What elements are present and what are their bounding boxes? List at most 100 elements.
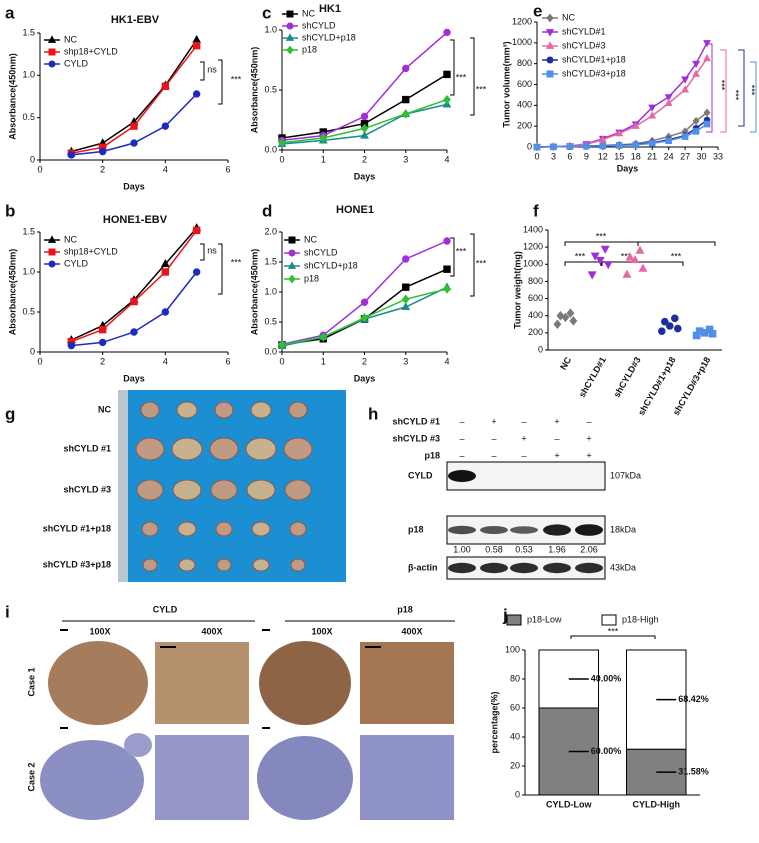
y-tick-label: 0.5 bbox=[264, 316, 277, 326]
y-tick-label: 400 bbox=[517, 100, 532, 110]
marker bbox=[595, 256, 605, 265]
tumor bbox=[289, 521, 307, 537]
blot-band bbox=[575, 524, 603, 536]
annotation: *** bbox=[456, 72, 467, 82]
ratio-label: 0.58 bbox=[485, 544, 503, 554]
tumor bbox=[209, 437, 239, 461]
tumor bbox=[136, 479, 164, 501]
tissue-image bbox=[48, 641, 148, 725]
marker bbox=[360, 130, 369, 139]
y-tick-label: 800 bbox=[528, 276, 543, 286]
y-tick-label: 100 bbox=[505, 644, 520, 654]
tissue-image bbox=[360, 642, 454, 724]
y-tick-label: 60 bbox=[510, 702, 520, 712]
marker bbox=[192, 42, 201, 50]
legend-label: p18 bbox=[302, 44, 317, 54]
legend-label: CYLD bbox=[64, 258, 89, 268]
marker bbox=[48, 248, 56, 256]
row-label: shCYLD #3+p18 bbox=[43, 559, 111, 569]
marker bbox=[569, 316, 578, 326]
x-tick-label: 30 bbox=[697, 151, 707, 161]
y-tick-label: 0.5 bbox=[22, 112, 35, 122]
treatment-sign: + bbox=[491, 416, 496, 426]
marker bbox=[545, 41, 555, 49]
legend-label: shCYLD#1 bbox=[562, 26, 606, 36]
x-tick-label: CYLD-High bbox=[633, 799, 681, 809]
marker bbox=[648, 140, 656, 147]
y-tick-label: 0 bbox=[527, 141, 532, 151]
marker bbox=[600, 245, 610, 254]
x-axis-label: Days bbox=[354, 373, 376, 383]
y-tick-label: 1.5 bbox=[22, 226, 35, 236]
tumor bbox=[176, 401, 198, 419]
marker bbox=[161, 122, 170, 130]
tissue-image bbox=[155, 642, 249, 724]
tissue-image bbox=[360, 735, 454, 820]
marker bbox=[443, 28, 451, 37]
marker bbox=[583, 142, 590, 150]
marker bbox=[285, 33, 295, 41]
marker bbox=[130, 328, 138, 336]
blot-band bbox=[480, 526, 508, 534]
marker bbox=[288, 274, 296, 284]
tissue-image bbox=[155, 735, 249, 820]
marker bbox=[130, 122, 138, 130]
panel-label: g bbox=[5, 404, 15, 423]
x-tick-label: CYLD-Low bbox=[546, 799, 592, 809]
y-tick-label: 0 bbox=[30, 154, 35, 164]
x-tick-label: 4 bbox=[163, 356, 168, 366]
tissue-image bbox=[124, 733, 152, 757]
stain-label: p18 bbox=[397, 604, 413, 614]
marker bbox=[443, 265, 451, 273]
marker bbox=[566, 143, 574, 150]
x-tick-label: 1 bbox=[321, 356, 326, 366]
marker bbox=[546, 70, 554, 78]
y-tick-label: 0.5 bbox=[22, 306, 35, 316]
marker bbox=[48, 48, 56, 56]
marker bbox=[692, 116, 700, 126]
ratio-label: 2.06 bbox=[580, 544, 598, 554]
magnification-label: 100X bbox=[89, 626, 110, 636]
x-tick-label: 3 bbox=[403, 154, 408, 164]
y-axis-label: percentage(%) bbox=[489, 691, 499, 753]
marker bbox=[631, 121, 640, 129]
treatment-sign: + bbox=[586, 433, 591, 443]
x-axis-label: Days bbox=[617, 163, 639, 173]
legend-label: shCYLD#3 bbox=[562, 40, 606, 50]
blot-band bbox=[480, 562, 508, 574]
treatment-sign: – bbox=[586, 416, 591, 426]
annotation: *** bbox=[476, 258, 487, 268]
case-label: Case 2 bbox=[26, 762, 36, 791]
significance-bracket bbox=[450, 39, 455, 96]
marker bbox=[625, 252, 635, 261]
significance-bracket bbox=[470, 233, 475, 297]
marker bbox=[622, 269, 632, 278]
marker bbox=[287, 261, 297, 269]
blot-label: CYLD bbox=[408, 470, 433, 480]
ihc-images: CYLD p18 100X 400X 100X 400X Case 1 Case… bbox=[26, 604, 455, 820]
marker bbox=[603, 261, 613, 270]
marker bbox=[674, 324, 682, 333]
x-tick-label: 6 bbox=[225, 164, 230, 174]
legend-label: p18-Low bbox=[527, 614, 562, 624]
marker bbox=[661, 317, 669, 326]
significance-bracket bbox=[720, 49, 727, 133]
marker bbox=[598, 135, 607, 143]
x-tick-label: 2 bbox=[100, 164, 105, 174]
y-tick-label: 0 bbox=[538, 344, 543, 354]
marker bbox=[161, 82, 170, 91]
annotation: ns bbox=[207, 245, 217, 255]
marker bbox=[635, 245, 645, 254]
x-tick-label: 2 bbox=[362, 356, 367, 366]
marker bbox=[360, 123, 369, 134]
marker bbox=[98, 325, 107, 334]
blot-label: p18 bbox=[408, 524, 424, 534]
y-tick-label: 1000 bbox=[523, 259, 543, 269]
magnification-label: 100X bbox=[311, 626, 332, 636]
row-label: NC bbox=[98, 404, 111, 414]
marker bbox=[360, 313, 369, 323]
treatment-sign: – bbox=[491, 450, 496, 460]
panel-label: i bbox=[5, 602, 10, 621]
treatment-sign: – bbox=[554, 433, 559, 443]
marker bbox=[533, 143, 541, 151]
